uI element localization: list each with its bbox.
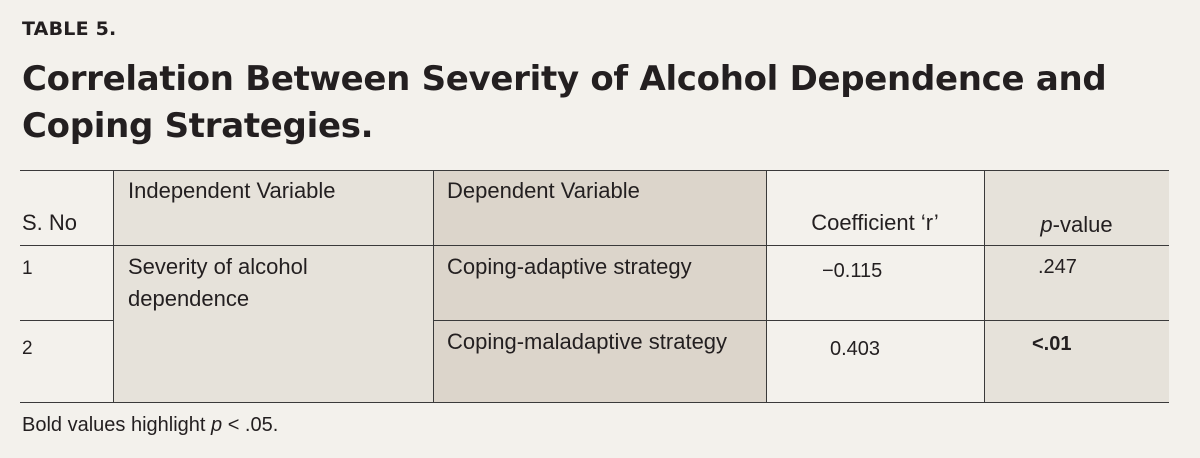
- header-p-value: p-value: [984, 209, 1169, 241]
- row-2-sno: 2: [22, 338, 33, 359]
- pvalue-column-shade: [984, 170, 1169, 403]
- row-1-rule-sno: [20, 320, 113, 321]
- row-1-coefficient: −0.115: [822, 260, 883, 282]
- header-bottom-rule: [20, 245, 1169, 246]
- row-1-p-value: .247: [1038, 256, 1077, 278]
- header-coefficient: Coefficient ‘r’: [811, 210, 939, 235]
- table-title: Correlation Between Severity of Alcohol …: [22, 59, 1107, 146]
- table-top-rule: [20, 170, 1169, 171]
- row-1-dependent: Coping-adaptive strategy: [447, 254, 692, 279]
- header-p-value-rest: -value: [1052, 212, 1113, 237]
- row-1-rule-right: [433, 320, 1169, 321]
- row-2-dependent: Coping-maladaptive strategy: [447, 329, 728, 354]
- column-divider-1: [113, 170, 114, 403]
- header-p-value-italic: p: [1040, 212, 1053, 237]
- correlation-table: S. No Independent Variable Dependent Var…: [20, 170, 1169, 403]
- header-independent-variable: Independent Variable: [128, 178, 336, 203]
- footnote-prefix: Bold values highlight: [22, 414, 212, 436]
- row-2-p-value: <.01: [1032, 333, 1072, 355]
- header-dependent-variable: Dependent Variable: [447, 178, 640, 203]
- table-label: TABLE 5.: [22, 18, 117, 40]
- column-divider-4: [984, 170, 985, 403]
- column-divider-2: [433, 170, 434, 403]
- column-divider-3: [766, 170, 767, 403]
- row-2-coefficient: 0.403: [830, 338, 881, 360]
- header-sno: S. No: [22, 210, 78, 235]
- table-bottom-rule: [20, 402, 1169, 403]
- footnote-italic-p: p: [211, 414, 223, 436]
- row-1-independent: Severity of alcohol dependence: [128, 254, 308, 311]
- footnote-suffix: < .05.: [222, 414, 279, 436]
- dependent-column-shade: [433, 170, 766, 403]
- independent-column-shade: [113, 170, 433, 403]
- row-1-sno: 1: [22, 258, 33, 279]
- table-footnote: Bold values highlight p < .05.: [22, 414, 278, 437]
